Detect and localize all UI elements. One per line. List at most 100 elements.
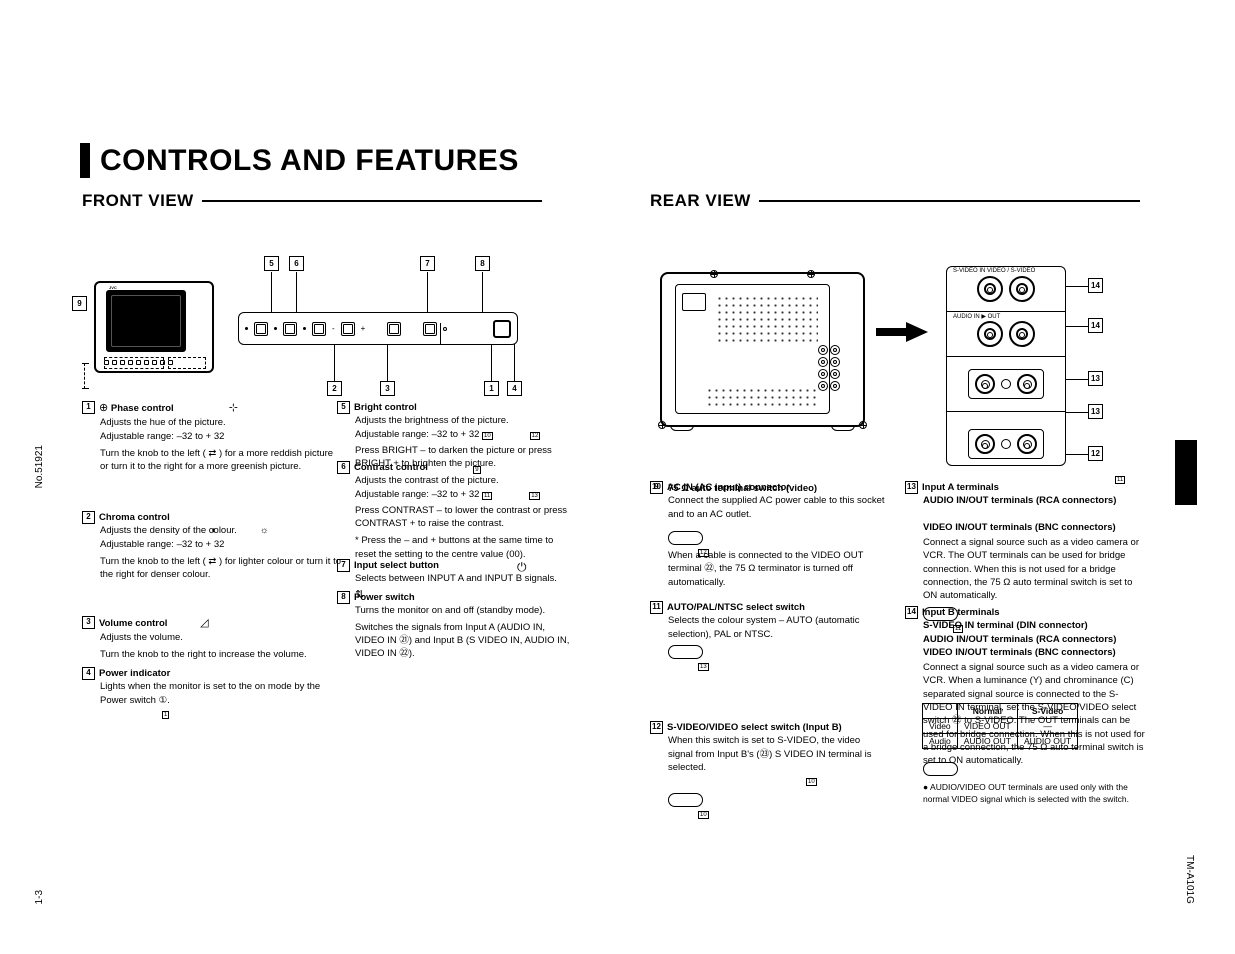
item-6-title: Contrast control <box>354 462 428 473</box>
td: AUDIO OUT <box>1017 734 1077 749</box>
remote-ref: 11 <box>482 492 492 500</box>
remote-ref: 12 <box>530 432 541 440</box>
item-4-title: Power indicator <box>99 668 170 679</box>
item-14-sub2: VIDEO IN/OUT terminals (BNC connectors) <box>923 646 1145 659</box>
item-6-foot: * Press the – and + buttons at the same … <box>355 534 572 561</box>
num-box: 13 <box>905 481 918 494</box>
item-2-title: Chroma control <box>99 512 170 523</box>
rca-jack-icon <box>977 321 1003 347</box>
remote-ref: 10 <box>482 432 493 440</box>
item-6: 6 Contrast control Adjusts the contrast o… <box>337 461 572 561</box>
pill-icon <box>668 645 703 659</box>
rule-icon <box>759 200 1140 202</box>
callout-14b: 14 <box>1088 318 1103 333</box>
item-12-title: S-VIDEO/VIDEO select switch (Input B) <box>667 722 842 733</box>
item-1: 1⊕ Phase control⊹ Adjusts the hue of the… <box>82 401 342 474</box>
item-9-body: Connect the supplied AC power cable to t… <box>668 494 885 521</box>
volume-icon: ◿ <box>200 617 208 629</box>
item-1-extra: Turn the knob to the left ( ⇄ ) for a mo… <box>100 447 342 474</box>
remote-ref: 9 <box>473 466 480 474</box>
item-4: 4Power indicator Lights when the monitor… <box>82 667 342 720</box>
phase-icon: ⊕ <box>99 402 108 414</box>
rear-unit-icon <box>660 272 865 427</box>
item-10b: When a cable is connected to the VIDEO O… <box>668 549 888 589</box>
remote-ref: 1 <box>162 711 169 719</box>
row-label: S-VIDEO IN VIDEO / S-VIDEO <box>953 268 1035 274</box>
num-box: 6 <box>337 461 350 474</box>
phase-icon2: ⊹ <box>229 402 238 414</box>
pill-icon <box>923 762 958 776</box>
item-6-body: Adjusts the contrast of the picture. <box>355 475 499 486</box>
item-5-title: Bright control <box>354 402 417 413</box>
item-3-body: Adjusts the volume. <box>100 632 183 643</box>
num-box: 10 <box>650 481 663 494</box>
item-2: 2 Chroma control Adjusts the density of t… <box>82 511 342 581</box>
td: Audio <box>923 734 958 749</box>
item-14-sub1: AUDIO IN/OUT terminals (RCA connectors) <box>923 633 1145 646</box>
remote-ref: 13 <box>529 492 540 500</box>
item-6-adj: Adjustable range: –32 to + 32 <box>355 489 479 500</box>
main-title: CONTROLS AND FEATURES <box>80 143 519 178</box>
item-2-body: Adjusts the density of the colour. <box>100 525 237 536</box>
pill-icon <box>668 793 703 807</box>
item-3-title: Volume control <box>99 618 167 629</box>
enlarged-connectors: S-VIDEO IN VIDEO / S-VIDEO AUDIO IN ▶ OU… <box>946 266 1066 466</box>
th <box>923 704 958 719</box>
rear-view-section: REAR VIEW S-V <box>650 191 1140 476</box>
docno-vertical: No.51921 <box>34 445 45 488</box>
callout-2: 2 <box>327 381 342 396</box>
arrow-icon <box>906 322 928 342</box>
callout-4: 4 <box>507 381 522 396</box>
remote-ref: 10 <box>806 778 817 786</box>
item-12: 12S-VIDEO/VIDEO select switch (Input B) … <box>650 721 885 821</box>
num-box: 3 <box>82 616 95 629</box>
td: — <box>1017 719 1077 734</box>
item-5-body: Adjusts the brightness of the picture. <box>355 415 509 426</box>
num-box: 7 <box>337 559 350 572</box>
item-13-body: Connect a signal source such as a video … <box>923 536 1145 602</box>
callout-3: 3 <box>380 381 395 396</box>
item-11-body: Selects the colour system – AUTO (automa… <box>668 614 885 641</box>
title-text: CONTROLS AND FEATURES <box>100 144 519 178</box>
output-table: Normal S-Video Video VIDEO OUT — Audio A… <box>922 703 1078 749</box>
item-1-title: Phase control <box>111 403 174 414</box>
callout-14a: 14 <box>1088 278 1103 293</box>
item-6-extra: Press CONTRAST – to lower the contrast o… <box>355 504 572 531</box>
item-11: 11AUTO/PAL/NTSC select switch Selects th… <box>650 601 885 672</box>
item-14-title: Input B terminals <box>922 607 1000 618</box>
rear-heading-text: REAR VIEW <box>650 191 751 211</box>
item-8: 8Power switch Turns the monitor on and o… <box>337 591 572 660</box>
item-10-title: 75 Ω auto terminal switch (video) <box>668 482 878 495</box>
page-number: 1-3 <box>34 890 45 904</box>
item-7-extra: Switches the signals from Input A (AUDIO… <box>355 621 572 661</box>
item-3-extra: Turn the knob to the right to increase t… <box>100 648 322 661</box>
th: Normal <box>957 704 1017 719</box>
item-1-adj: Adjustable range: –32 to + 32 <box>100 430 342 443</box>
callout-7: 7 <box>420 256 435 271</box>
item-2-adj: Adjustable range: –32 to + 32 <box>100 538 342 551</box>
item-7-title: Input select button <box>354 560 439 571</box>
control-strip-icon: -+ <box>238 312 518 345</box>
callout-13b: 13 <box>1088 404 1103 419</box>
item-7-body: Selects between INPUT A and INPUT B sign… <box>355 572 572 585</box>
num-box: 12 <box>650 721 663 734</box>
callout-9-side: 9 <box>72 296 87 311</box>
item-14-sub0: S-VIDEO IN terminal (DIN connector) <box>923 619 1145 632</box>
bnc-pair-icon <box>968 369 1044 399</box>
item-11-title: AUTO/PAL/NTSC select switch <box>667 602 805 613</box>
td: VIDEO OUT <box>957 719 1017 734</box>
model-vertical: TM-A101G <box>1184 855 1195 904</box>
remote-ref: 10 <box>698 811 709 819</box>
num-box: 2 <box>82 511 95 524</box>
rca-jack-icon <box>1009 321 1035 347</box>
power-icon: ⏻ <box>517 559 527 576</box>
num-box: 8 <box>337 591 350 604</box>
item-8-body: Turns the monitor on and off (standby mo… <box>355 604 572 617</box>
front-heading: FRONT VIEW <box>82 191 542 211</box>
item-2-extra: Turn the knob to the left ( ⇄ ) for ligh… <box>100 555 342 582</box>
pill-icon <box>668 531 703 545</box>
td: AUDIO OUT <box>957 734 1017 749</box>
item-10-body: When a cable is connected to the VIDEO O… <box>668 549 888 589</box>
th: S-Video <box>1017 704 1077 719</box>
callout-req: 12 <box>1088 446 1103 461</box>
